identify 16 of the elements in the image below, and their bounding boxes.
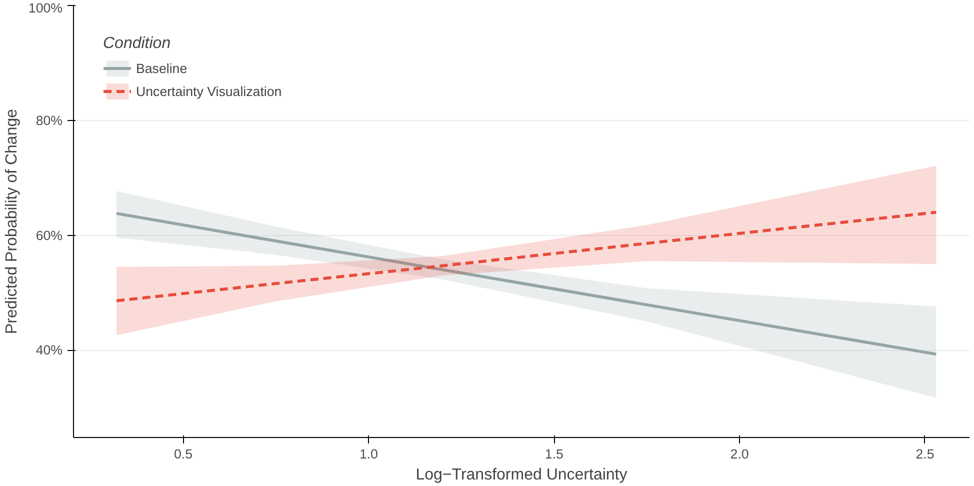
- y-tick-label: 100%: [28, 0, 63, 16]
- line-series: [115, 212, 938, 356]
- x-tick-label: 2.0: [730, 446, 749, 462]
- x-tick-label: 1.0: [359, 446, 378, 462]
- y-tick-label: 60%: [36, 228, 63, 243]
- line-series: [115, 210, 938, 302]
- y-tick-label: 40%: [36, 342, 63, 358]
- legend-label: Uncertainty Visualization: [136, 84, 282, 98]
- x-tick-label: 0.5: [174, 446, 193, 462]
- y-tick-label: 80%: [36, 112, 63, 128]
- legend-title: Condition: [103, 35, 172, 53]
- x-axis-title: Log−Transformed Uncertainty: [416, 466, 628, 484]
- y-axis-title: Predicted Probability of Change: [3, 108, 20, 334]
- legend-label: Baseline: [136, 60, 188, 76]
- x-tick-label: 2.5: [916, 446, 934, 462]
- x-tick-label: 1.5: [544, 446, 564, 462]
